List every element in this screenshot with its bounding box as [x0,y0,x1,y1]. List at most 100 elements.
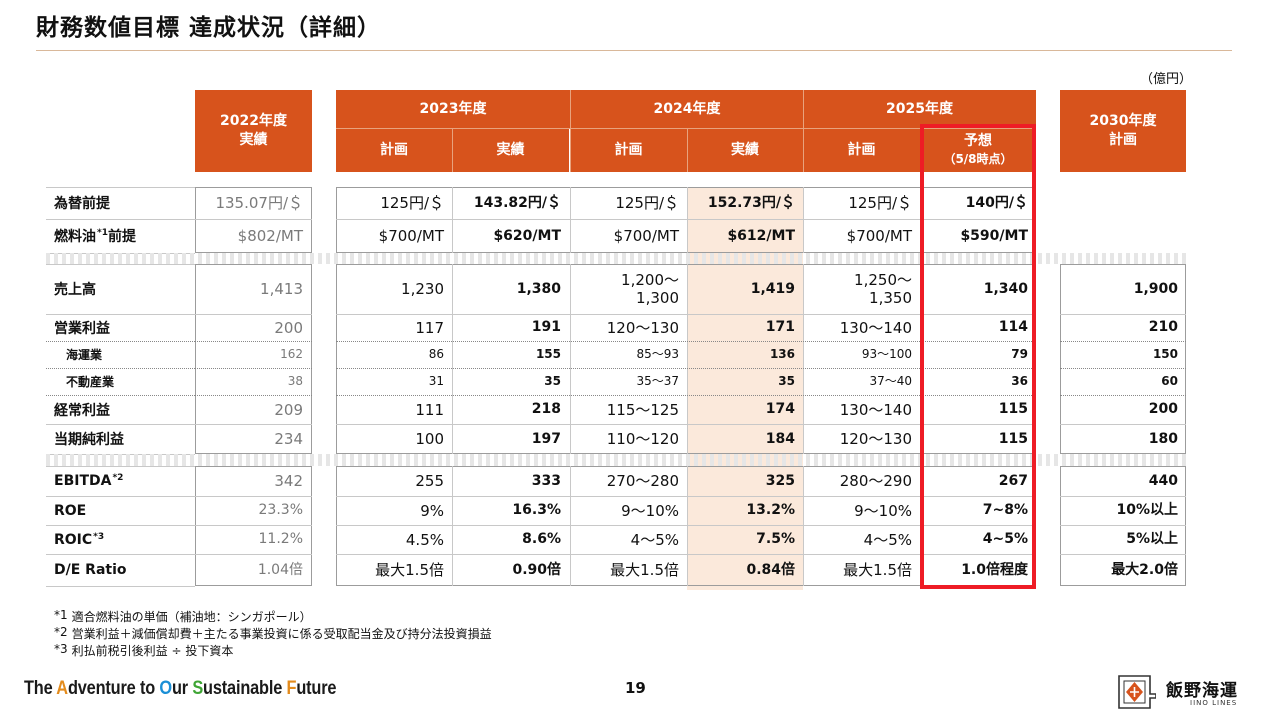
label-top-rule [46,264,195,265]
tagline-part: S [192,678,204,699]
header-line: 2022年度 [220,113,287,130]
table-cell: 155 [535,347,561,362]
row-label: 海運業 [66,341,102,368]
row-rule [336,525,1036,526]
table-cell: 162 [280,347,303,362]
header-line: （5/8時点） [943,152,1013,167]
table-cell: 1,380 [516,280,561,297]
label-top-rule [46,187,195,188]
table-cell: 31 [428,374,444,389]
table-cell: 325 [765,472,795,489]
company-logo-icon [1118,675,1156,709]
footnote-text: 利払前税引後利益 ÷ 投下資本 [71,644,234,658]
table-cell: 60 [1161,374,1178,389]
row-rule [195,395,312,396]
table-cell: 174 [765,401,795,418]
row-label-text: 経常利益 [54,402,110,419]
table-cell: 85～93 [636,347,679,362]
row-label-text: 前提 [107,229,136,245]
row-label-text: 営業利益 [54,320,110,337]
row-label: ROE [54,496,86,525]
table-cell: $802/MT [237,227,303,245]
table-cell: $700/MT [613,227,679,245]
row-label-text: 海運業 [66,348,103,362]
header-line: 実績 [496,141,525,158]
table-cell: 1,200～ 1,300 [570,264,679,314]
row-rule [1060,554,1186,555]
header-line: 計画 [1109,132,1137,148]
header-line: 実績 [239,132,268,148]
tagline-part: ustainable [203,678,287,699]
table-cell: 9% [420,501,444,520]
row-label: D/E Ratio [54,554,127,586]
table-cell: 4.5% [405,530,444,549]
row-label-text: 売上高 [54,282,96,298]
row-label: 経常利益 [54,395,110,424]
footnote-text: 適合燃料油の単価（補油地：シンガポール） [71,610,312,624]
header-vdivider-2 [687,128,688,172]
table-cell: $590/MT [960,227,1028,244]
table-cell: 200 [1148,401,1178,418]
table-cell: $700/MT [378,227,444,245]
row-rule [336,368,1036,369]
table-cell: 8.6% [522,531,561,548]
table-vdivider [452,466,453,586]
table-cell: 1,900 [1133,280,1178,297]
row-rule [1060,424,1186,425]
table-cell: 4～5% [630,530,679,549]
row-label-text: 燃料油 [54,229,96,245]
table-cell: $612/MT [727,227,795,244]
row-rule [336,424,1036,425]
table-cell: 1,250～ 1,350 [803,264,912,314]
table-cell: 1.04倍 [257,561,303,578]
row-rule [195,341,312,342]
table-vdivider [803,187,804,253]
table-cell: 13.2% [746,502,795,519]
table-cell: 0.84倍 [746,561,795,578]
row-rule [46,341,195,342]
table-cell: 5%以上 [1126,531,1178,548]
table-cell: 125円/＄ [848,194,912,212]
table-cell-line: 1,250～ [854,271,912,289]
table-cell: 7.5% [756,531,795,548]
table-cell: 200 [274,318,303,337]
header-fy2025: 2025年度 [803,90,1036,128]
header-line: 計画 [614,141,643,158]
row-label-text: ROIC [54,531,93,548]
table-cell: 86 [428,347,444,362]
table-cell: 100 [415,430,444,448]
header-sub-0: 計画 [336,128,452,172]
forecast-highlight-box [920,124,1036,589]
table-cell: 9～10% [854,501,912,520]
row-rule [1060,341,1186,342]
row-label-text: 不動産業 [66,375,115,389]
row-rule [195,496,312,497]
table-cell: 最大2.0倍 [1111,561,1178,578]
table-cell: 115～125 [606,400,679,419]
table-cell: 342 [274,472,303,490]
tagline-part: The [24,678,57,699]
row-rule [336,554,1036,555]
header-vdivider-0 [452,128,453,172]
table-vdivider [452,187,453,253]
table-cell: 4~5% [982,531,1028,548]
header-sub-5: 予想 （5/8時点） [920,128,1036,172]
table-frame-2022-2 [195,466,312,586]
footnote-ref: *3 [93,531,105,542]
tagline-part: O [159,678,172,699]
table-cell: 最大1.5倍 [375,561,444,579]
row-rule [46,219,195,220]
table-vdivider [687,466,688,586]
table-cell-line: 1,350 [869,289,912,307]
row-rule [336,395,1036,396]
table-cell: 0.90倍 [512,561,561,578]
header-2022: 2022年度 実績 [195,90,312,172]
table-cell: 1,413 [260,280,303,298]
table-cell: 111 [415,400,444,419]
footnote-ref: *1 [97,228,108,238]
table-cell-line: 1,200～ [621,271,679,289]
row-label-text: D/E Ratio [54,562,127,578]
group-gap-band-0 [46,253,1186,264]
row-rule [46,424,195,425]
tagline-part: dventure to [67,678,160,699]
